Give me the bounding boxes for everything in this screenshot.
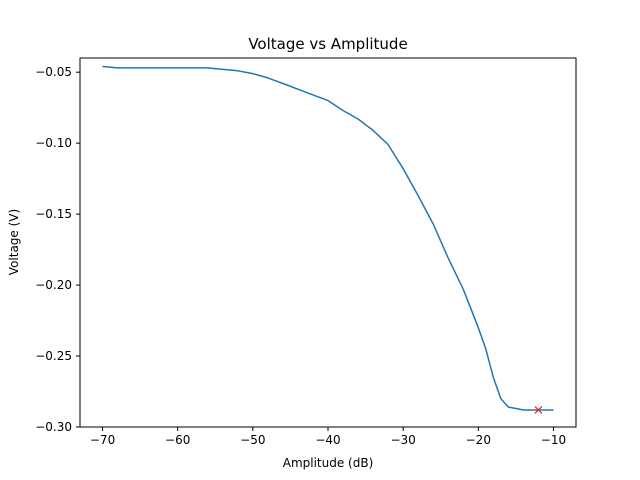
x-marker: [534, 406, 543, 414]
y-tick-label: −0.20: [35, 278, 72, 292]
x-axis-label: Amplitude (dB): [283, 456, 374, 470]
y-tick-label: −0.30: [35, 420, 72, 434]
x-marker-stroke: [534, 406, 543, 414]
y-tick-label: −0.25: [35, 349, 72, 363]
y-tick-label: −0.15: [35, 207, 72, 221]
x-tick-label: −50: [240, 433, 265, 447]
x-tick-label: −10: [541, 433, 566, 447]
chart-title: Voltage vs Amplitude: [248, 35, 407, 53]
series-line: [102, 65, 554, 411]
plot-area: −70 −60 −50 −40 −30 −20 −10 −0.05 −0.10 −0.15 −0.2…: [35, 65, 566, 447]
x-tick-label: −30: [390, 433, 415, 447]
x-tick-label: −60: [165, 433, 190, 447]
x-tick-label: −70: [90, 433, 115, 447]
x-tick-label: −40: [315, 433, 340, 447]
y-axis-label: Voltage (V): [7, 209, 21, 275]
x-tick-label: −20: [466, 433, 491, 447]
y-tick-label: −0.05: [35, 65, 72, 79]
y-tick-label: −0.10: [35, 136, 72, 150]
axes-frame: [79, 57, 577, 428]
